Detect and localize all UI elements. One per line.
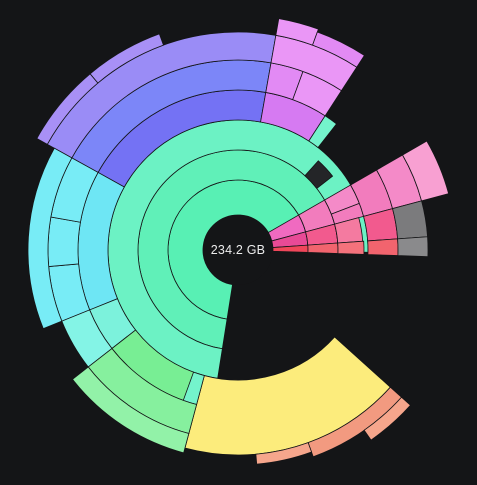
pink-ring6[interactable]: [401, 140, 450, 202]
violet-ring7b[interactable]: [89, 33, 164, 84]
coral-ring3[interactable]: [337, 240, 365, 255]
turq-ring5[interactable]: [61, 309, 113, 368]
core-sliver-ring4[interactable]: [308, 115, 338, 149]
gray-dark-ring3[interactable]: [304, 160, 334, 189]
center-disc[interactable]: [203, 215, 273, 285]
orchid-ring7b[interactable]: [312, 31, 365, 68]
coral-folder[interactable]: [367, 238, 399, 256]
green-ring6[interactable]: [71, 366, 190, 454]
coral-ring2[interactable]: [307, 242, 339, 254]
gray-ring5b[interactable]: [397, 236, 429, 258]
cyan-ring6[interactable]: [27, 147, 73, 330]
salmon-ring7[interactable]: [363, 396, 411, 441]
salmon-ring6b[interactable]: [255, 442, 313, 465]
cyan-ring5b[interactable]: [47, 216, 81, 267]
